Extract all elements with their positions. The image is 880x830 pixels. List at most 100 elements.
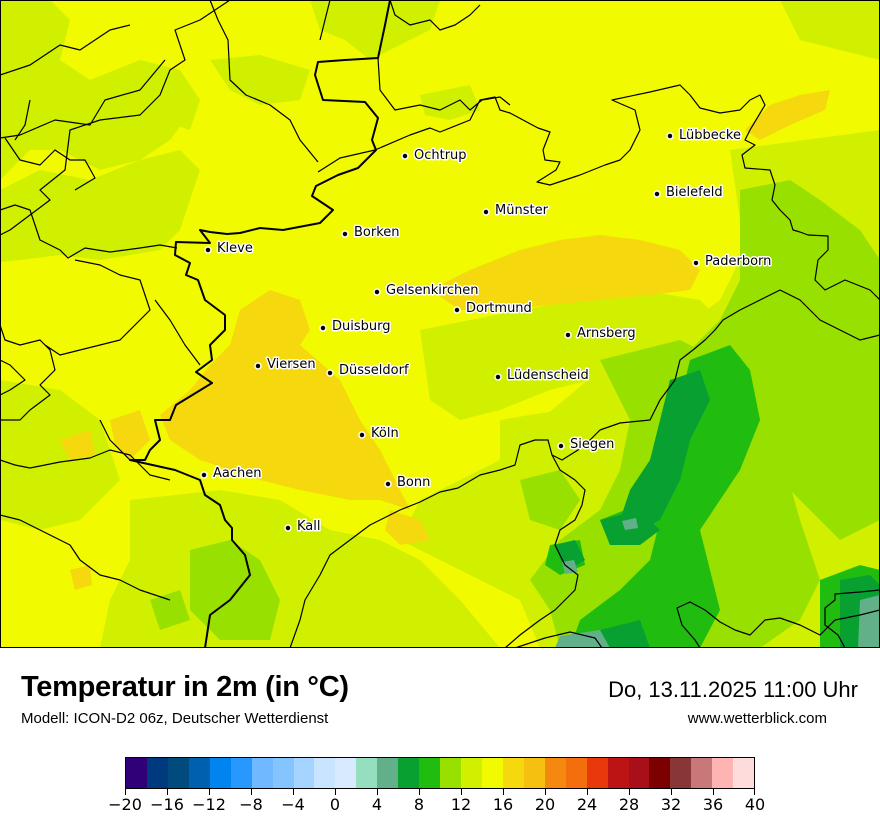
colorbar-tick-label: −4 xyxy=(281,795,305,814)
colorbar-segment xyxy=(335,758,357,788)
colorbar-tick-label: 8 xyxy=(413,795,425,814)
city-siegen[interactable]: Siegen xyxy=(557,436,616,454)
colorbar-ticks: −20 −16 −12 −8 −4 0 4 8 12 16 20 24 28 32 36 40 xyxy=(108,789,765,819)
colorbar-tick xyxy=(209,789,210,795)
temp-zone-18 xyxy=(60,90,830,590)
city-bielefeld[interactable]: Bielefeld xyxy=(653,184,724,202)
colorbar-segment xyxy=(502,758,524,788)
city-muenster[interactable]: Münster xyxy=(482,202,550,220)
colorbar-tick-label: 24 xyxy=(576,795,598,814)
colorbar-tick-label: 12 xyxy=(450,795,472,814)
svg-text:Kleve: Kleve xyxy=(217,241,253,256)
colorbar-segment xyxy=(126,758,147,788)
city-luebbecke[interactable]: Lübbecke xyxy=(666,127,742,145)
colorbar-tick-label: −8 xyxy=(239,795,263,814)
colorbar-tick-label: 32 xyxy=(660,795,682,814)
svg-text:Borken: Borken xyxy=(354,225,400,240)
colorbar-segment xyxy=(356,758,378,788)
colorbar-tick xyxy=(125,789,126,795)
city-viersen[interactable]: Viersen xyxy=(254,356,317,374)
city-kall[interactable]: Kall xyxy=(284,518,322,536)
temperature-colorbar xyxy=(125,757,755,789)
temp-zone-6 xyxy=(555,518,880,648)
colorbar-segment xyxy=(733,758,755,788)
colorbar-tick-label: −20 xyxy=(108,795,142,814)
colorbar-segment xyxy=(251,758,273,788)
svg-text:Dortmund: Dortmund xyxy=(466,301,532,316)
website-link[interactable]: www.wetterblick.com xyxy=(687,710,827,727)
map-title: Temperatur in 2m (in °C) xyxy=(21,671,349,703)
svg-text:Bielefeld: Bielefeld xyxy=(666,185,723,200)
colorbar-tick xyxy=(251,789,252,795)
city-ochtrup[interactable]: Ochtrup xyxy=(401,147,468,165)
colorbar-segment xyxy=(712,758,734,788)
colorbar-segment xyxy=(377,758,399,788)
colorbar-tick xyxy=(629,789,630,795)
svg-text:Kall: Kall xyxy=(297,519,321,534)
city-arnsberg[interactable]: Arnsberg xyxy=(564,325,637,343)
svg-text:Münster: Münster xyxy=(495,203,549,218)
svg-text:Aachen: Aachen xyxy=(213,466,261,481)
colorbar-tick xyxy=(587,789,588,795)
colorbar-tick xyxy=(545,789,546,795)
colorbar-segment xyxy=(670,758,692,788)
colorbar-segment xyxy=(440,758,461,788)
city-bonn[interactable]: Bonn xyxy=(384,474,432,492)
colorbar-segment xyxy=(188,758,210,788)
colorbar-tick xyxy=(503,789,504,795)
city-markers: Lübbecke Ochtrup Bielefeld Münster Borke… xyxy=(200,127,773,536)
colorbar-tick-label: −12 xyxy=(192,795,226,814)
svg-text:Lübbecke: Lübbecke xyxy=(679,128,741,143)
colorbar-segment xyxy=(461,758,482,788)
city-gelsenkirchen[interactable]: Gelsenkirchen xyxy=(373,282,480,300)
city-paderborn[interactable]: Paderborn xyxy=(692,253,773,271)
city-borken[interactable]: Borken xyxy=(341,224,401,242)
city-dortmund[interactable]: Dortmund xyxy=(453,300,533,318)
colorbar-tick xyxy=(167,789,168,795)
colorbar-segment xyxy=(209,758,231,788)
svg-text:Bonn: Bonn xyxy=(397,475,430,490)
svg-text:Siegen: Siegen xyxy=(570,437,614,452)
svg-text:Lüdenscheid: Lüdenscheid xyxy=(507,368,589,383)
colorbar-tick-label: 36 xyxy=(702,795,724,814)
country-borders xyxy=(0,0,880,648)
colorbar-tick xyxy=(671,789,672,795)
colorbar-segment xyxy=(146,758,168,788)
colorbar-segment xyxy=(607,758,629,788)
colorbar-tick-label: −16 xyxy=(150,795,184,814)
colorbar-segment xyxy=(314,758,336,788)
city-duisburg[interactable]: Duisburg xyxy=(319,318,392,336)
colorbar-tick-label: 20 xyxy=(534,795,556,814)
temperature-map: Lübbecke Ochtrup Bielefeld Münster Borke… xyxy=(0,0,880,648)
city-aachen[interactable]: Aachen xyxy=(200,465,263,483)
forecast-datetime: Do, 13.11.2025 11:00 Uhr xyxy=(608,677,858,702)
colorbar-tick-label: 40 xyxy=(744,795,766,814)
city-koeln[interactable]: Köln xyxy=(358,425,400,443)
colorbar-segment xyxy=(481,758,503,788)
colorbar-segment xyxy=(691,758,713,788)
city-kleve[interactable]: Kleve xyxy=(204,240,254,258)
city-duesseldorf[interactable]: Düsseldorf xyxy=(326,362,410,380)
colorbar-segment xyxy=(398,758,420,788)
colorbar-segment xyxy=(586,758,608,788)
colorbar-tick xyxy=(754,789,755,795)
svg-text:Gelsenkirchen: Gelsenkirchen xyxy=(386,283,479,298)
colorbar-segment xyxy=(272,758,294,788)
svg-text:Viersen: Viersen xyxy=(267,357,316,372)
colorbar-segment xyxy=(565,758,587,788)
svg-text:Köln: Köln xyxy=(371,426,399,441)
svg-text:Ochtrup: Ochtrup xyxy=(414,148,467,163)
colorbar-segment xyxy=(167,758,189,788)
colorbar-segment xyxy=(523,758,545,788)
colorbar-segment xyxy=(649,758,671,788)
svg-text:Düsseldorf: Düsseldorf xyxy=(339,363,409,378)
city-luedenscheid[interactable]: Lüdenscheid xyxy=(494,367,590,385)
colorbar-tick-label: 28 xyxy=(618,795,640,814)
colorbar-tick xyxy=(713,789,714,795)
colorbar-tick xyxy=(377,789,378,795)
map-canvas: Lübbecke Ochtrup Bielefeld Münster Borke… xyxy=(0,0,880,648)
colorbar-segment xyxy=(293,758,315,788)
colorbar-tick xyxy=(461,789,462,795)
colorbar-tick xyxy=(335,789,336,795)
svg-text:Duisburg: Duisburg xyxy=(332,319,391,334)
